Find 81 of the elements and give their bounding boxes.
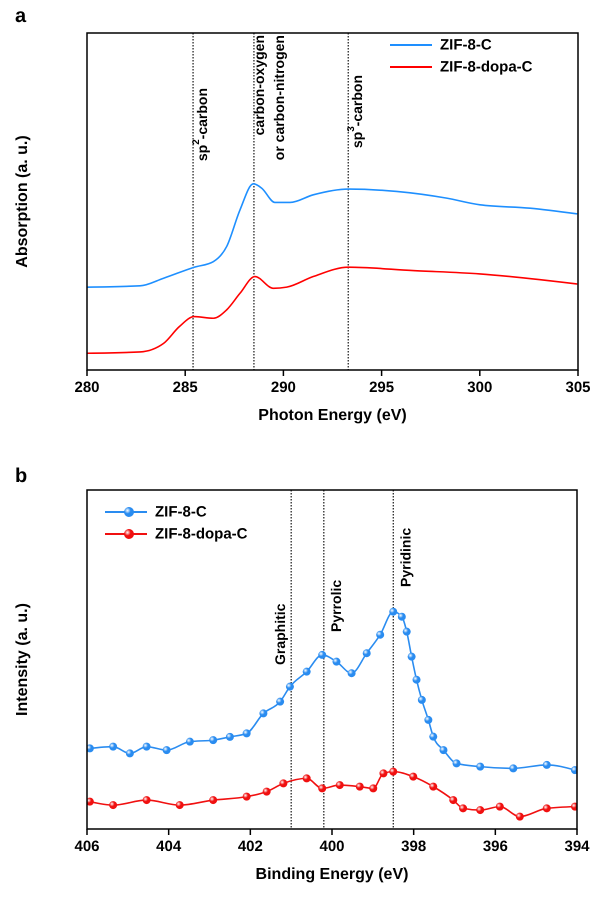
point bbox=[87, 744, 94, 752]
ref-line-label: Graphitic bbox=[272, 603, 288, 665]
chart-title: b bbox=[15, 465, 28, 487]
point bbox=[408, 652, 416, 661]
legend-label: ZIF-8-C bbox=[440, 36, 492, 54]
x-tick-label: 398 bbox=[401, 838, 426, 855]
point bbox=[439, 746, 448, 754]
point bbox=[242, 729, 251, 738]
point bbox=[516, 812, 524, 821]
x-tick-label: 402 bbox=[238, 838, 263, 855]
point bbox=[332, 658, 340, 666]
point bbox=[424, 716, 432, 724]
point bbox=[109, 801, 118, 810]
point bbox=[542, 760, 551, 769]
point bbox=[452, 759, 461, 768]
point bbox=[336, 781, 344, 790]
x-tick-label: 300 bbox=[467, 379, 492, 396]
point bbox=[459, 804, 468, 812]
x-tick-label: 406 bbox=[74, 838, 100, 855]
point bbox=[398, 612, 406, 621]
x-tick-label: 305 bbox=[565, 379, 591, 396]
point bbox=[509, 764, 518, 772]
point bbox=[542, 804, 551, 812]
point bbox=[402, 628, 411, 636]
point bbox=[389, 768, 398, 776]
point bbox=[496, 802, 504, 811]
point bbox=[276, 698, 284, 706]
point bbox=[449, 796, 458, 804]
point bbox=[318, 784, 326, 792]
point bbox=[409, 772, 418, 781]
point bbox=[109, 742, 118, 751]
x-axis-title: Photon Energy (eV) bbox=[258, 407, 407, 424]
point bbox=[302, 774, 311, 782]
point bbox=[262, 788, 271, 796]
y-axis-title: Absorption (a. u.) bbox=[14, 135, 31, 268]
x-axis-title: Binding Energy (eV) bbox=[256, 866, 408, 883]
x-tick-label: 394 bbox=[564, 838, 590, 855]
x-tick-label: 400 bbox=[319, 838, 345, 855]
point bbox=[318, 650, 326, 659]
legend-label: ZIF-8-dopa-C bbox=[155, 526, 248, 542]
point bbox=[142, 796, 151, 804]
point bbox=[376, 630, 384, 639]
point bbox=[279, 779, 288, 788]
point bbox=[389, 608, 398, 616]
x-tick-label: 396 bbox=[482, 838, 508, 855]
ref-line-label: Pyrrolic bbox=[328, 580, 344, 632]
point bbox=[209, 796, 218, 804]
ref-line-label: Pyridinic bbox=[397, 528, 414, 587]
y-axis-title: Intensity (a. u.) bbox=[14, 603, 31, 716]
point bbox=[126, 749, 134, 758]
point bbox=[226, 732, 234, 741]
point bbox=[176, 801, 184, 810]
point bbox=[362, 649, 371, 658]
point bbox=[379, 769, 388, 778]
point bbox=[259, 709, 268, 718]
point bbox=[242, 792, 251, 801]
legend-label: ZIF-8-dopa-C bbox=[440, 58, 533, 76]
point bbox=[87, 798, 94, 806]
legend-label: ZIF-8-C bbox=[155, 504, 207, 520]
x-tick-label: 290 bbox=[270, 379, 296, 396]
point bbox=[286, 682, 294, 691]
point bbox=[356, 782, 364, 791]
x-tick-label: 404 bbox=[156, 838, 182, 855]
x-tick-label: 285 bbox=[172, 379, 198, 396]
point bbox=[476, 762, 484, 771]
point bbox=[186, 738, 194, 746]
point bbox=[348, 669, 356, 678]
point bbox=[209, 736, 218, 744]
ref-line-label: carbon-oxygen or carbon-nitrogen bbox=[250, 35, 287, 160]
point bbox=[429, 782, 438, 791]
x-tick-label: 280 bbox=[74, 379, 100, 396]
point bbox=[302, 668, 311, 676]
point bbox=[369, 784, 378, 792]
chart-title: a bbox=[15, 5, 27, 27]
point bbox=[412, 676, 421, 684]
x-tick-label: 295 bbox=[369, 379, 394, 396]
point bbox=[162, 746, 171, 754]
point bbox=[476, 806, 484, 814]
point bbox=[142, 742, 151, 751]
point bbox=[429, 732, 438, 741]
point bbox=[418, 696, 426, 704]
